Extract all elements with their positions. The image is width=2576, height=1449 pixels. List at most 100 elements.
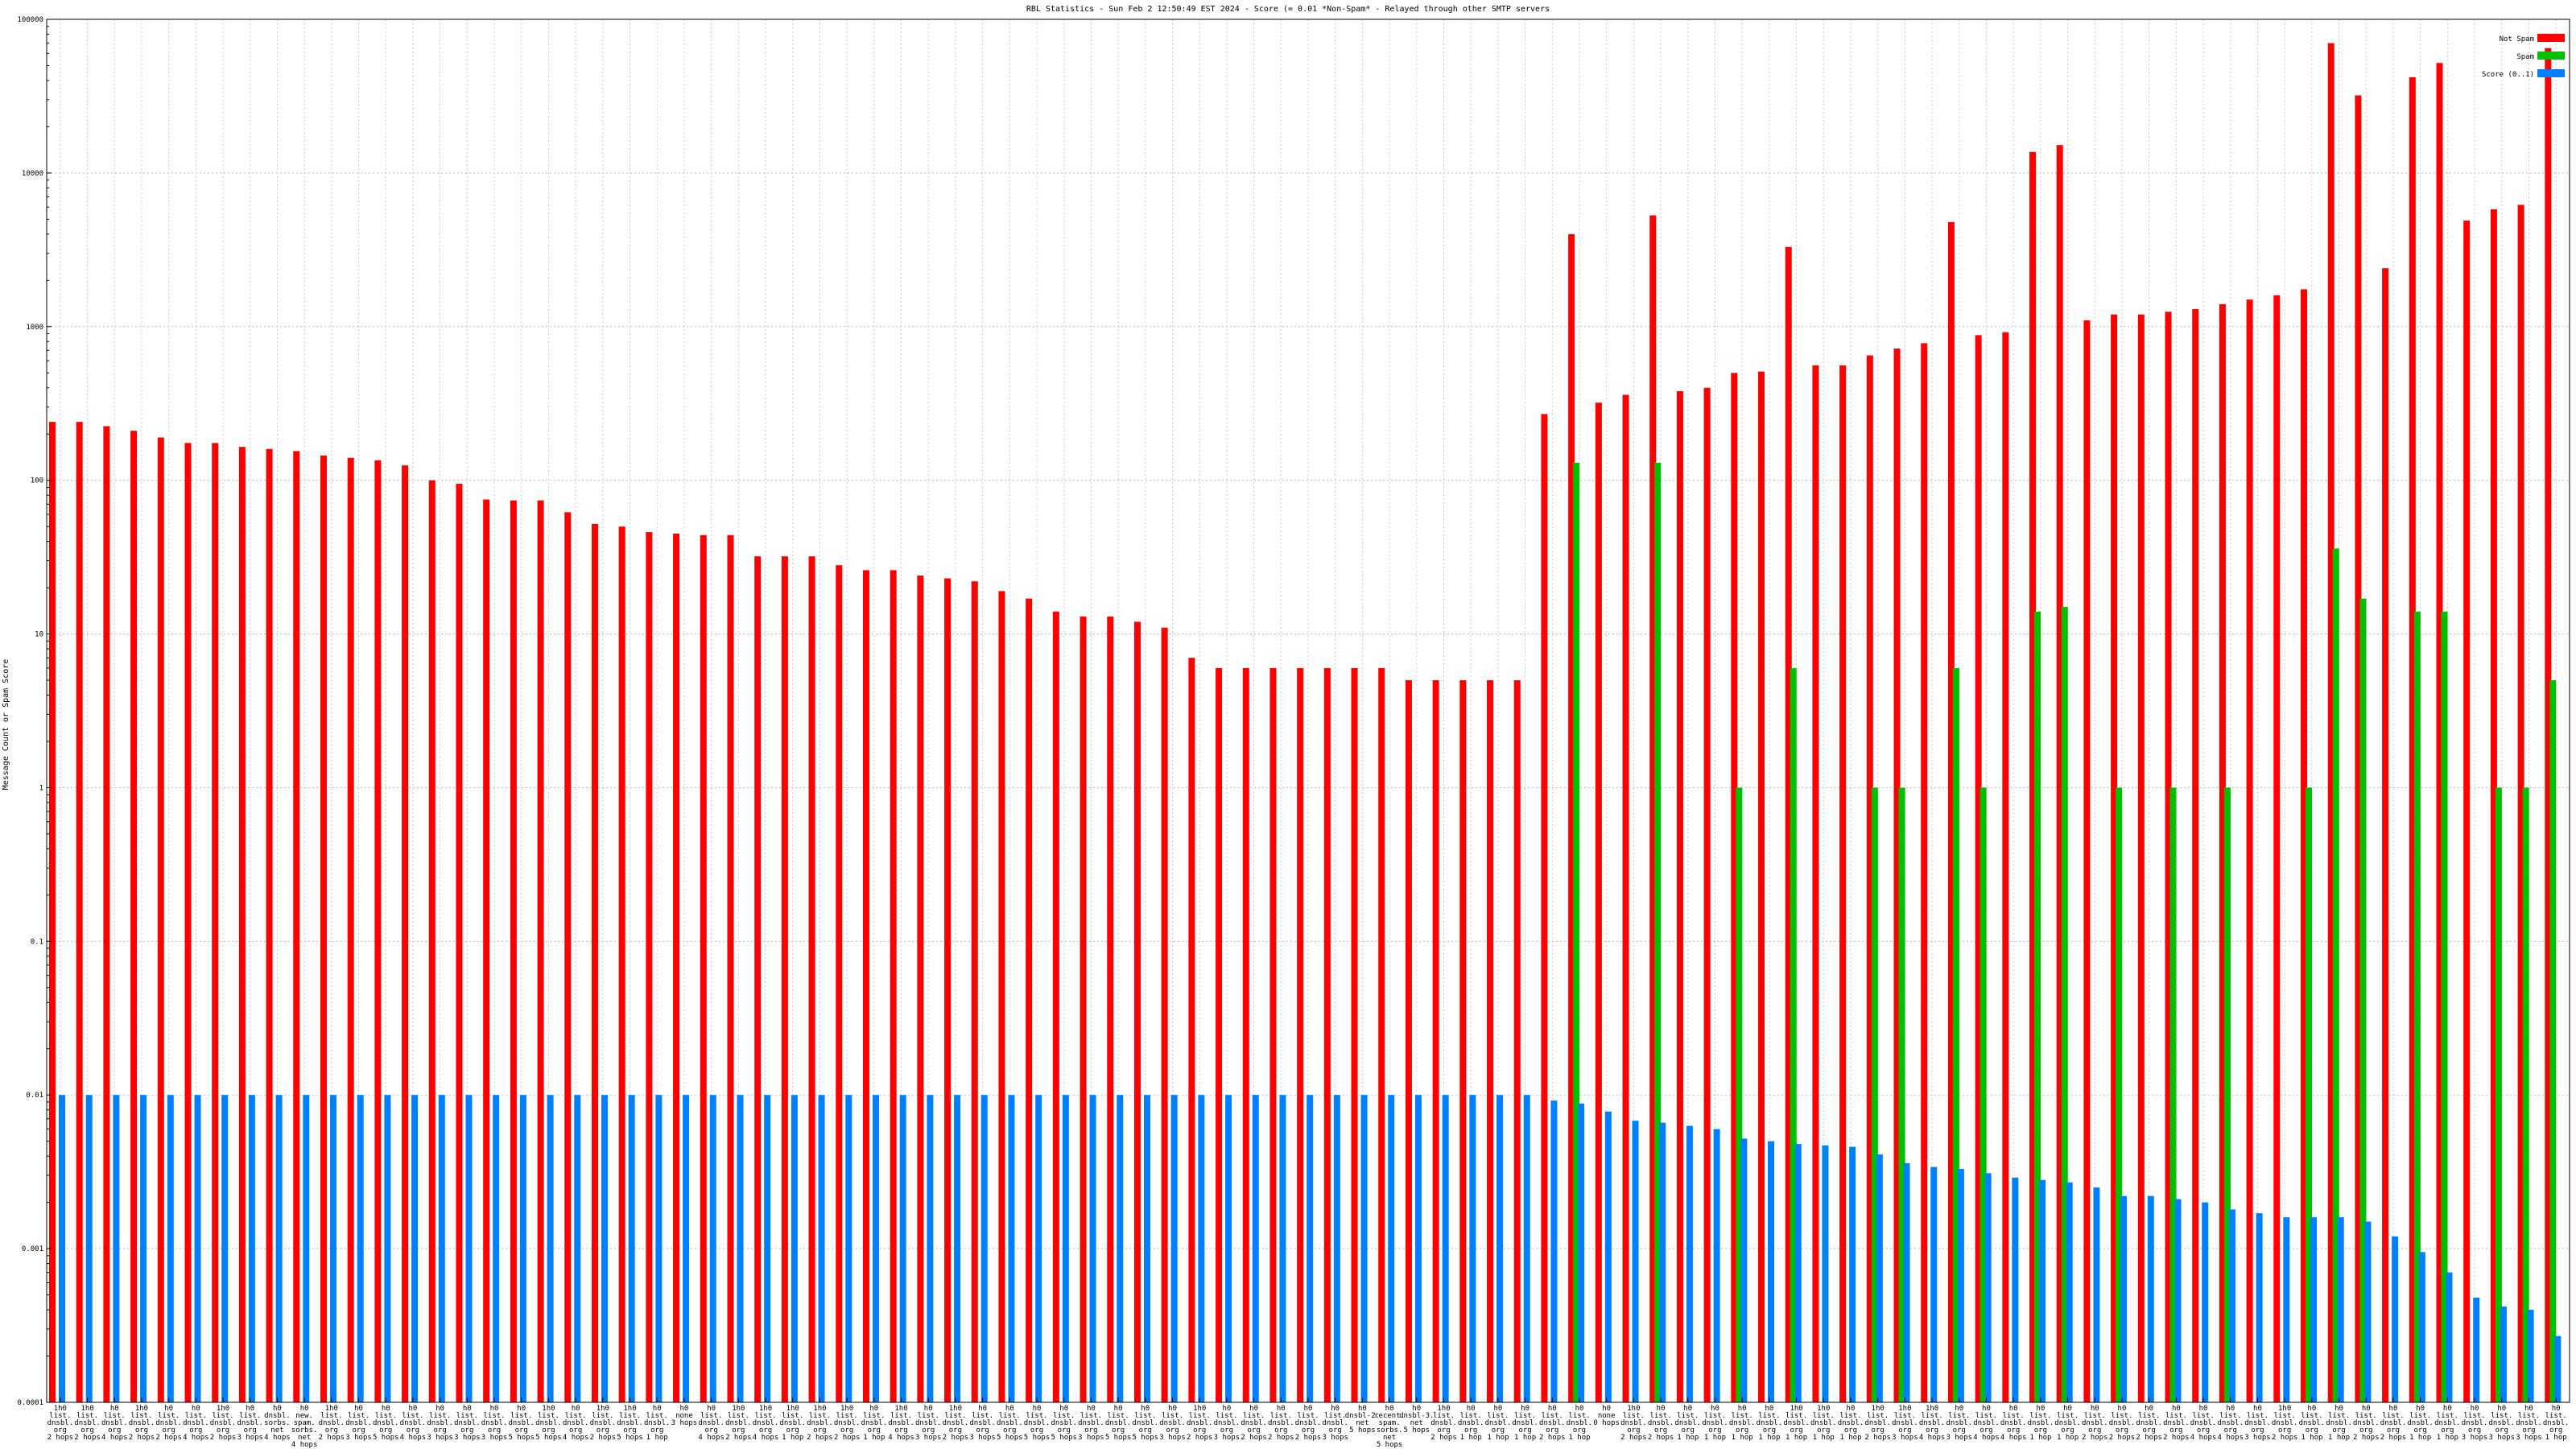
not-spam-bar — [1513, 680, 1521, 1402]
not-spam-bar — [564, 512, 572, 1402]
x-tick-label-line: list. — [1948, 1412, 1970, 1420]
x-tick-label-line: dnsbl. — [590, 1419, 617, 1427]
x-tick-label-line: 1 hop — [1813, 1434, 1835, 1442]
x-tick-label-line: dnsbl. — [373, 1419, 399, 1427]
x-tick-label-line: 4 hops — [1919, 1434, 1946, 1442]
x-tick-label-line: h0 — [1304, 1405, 1313, 1413]
x-tick-label: 1h0 list. dnsbl. org 2 hops — [725, 1405, 752, 1442]
not-spam-bar — [2355, 95, 2362, 1402]
x-tick-label-line: list. — [1867, 1412, 1889, 1420]
not-spam-bar — [1568, 233, 1575, 1403]
x-tick-label-line: 3 hops — [345, 1434, 372, 1442]
x-tick-label: h0 list. dnsbl. org 3 hops — [454, 1405, 481, 1442]
not-spam-bar — [184, 443, 192, 1402]
x-tick-label-line: h0 — [2471, 1405, 2479, 1413]
x-tick-label-line: list. — [2165, 1412, 2187, 1420]
x-tick-label-line: list. — [239, 1412, 261, 1420]
not-spam-bar — [1703, 387, 1711, 1402]
x-tick-label-line: org — [1627, 1426, 1640, 1435]
x-tick-label: h0 list. dnsbl. org 3 hops — [915, 1405, 942, 1442]
x-tick-label-line: org — [1736, 1426, 1748, 1435]
x-tick-label-line: org — [1518, 1426, 1531, 1435]
not-spam-bar — [374, 460, 382, 1403]
x-tick-label-line: 1h0 — [1872, 1405, 1885, 1413]
x-tick-label-line: h0 — [1711, 1405, 1719, 1413]
not-spam-bar — [1947, 221, 1955, 1403]
score-bar — [329, 1095, 336, 1402]
x-tick-label-line: dnsbl. — [888, 1419, 914, 1427]
x-tick-label-line: 1 hop — [1568, 1434, 1590, 1442]
x-tick-label-line: dnsbl. — [101, 1419, 128, 1427]
spam-bar — [2306, 787, 2313, 1402]
x-tick-label: h0 list. dnsbl. org 1 hop — [644, 1405, 671, 1442]
x-tick-label-line: 5 hops — [617, 1434, 643, 1442]
x-tick-label: h0 list. dnsbl. org 4 hops — [2218, 1405, 2244, 1442]
x-tick-label-line: dnsbl. — [210, 1419, 237, 1427]
x-tick-label: h0 list. dnsbl. org 2 hops — [2136, 1405, 2162, 1442]
x-tick-label-line: org — [542, 1426, 555, 1435]
x-tick-label: h0 list. dnsbl. org 1 hop — [1458, 1405, 1484, 1442]
not-spam-bar — [1731, 373, 1738, 1402]
x-tick-label: 1h0 list. dnsbl. org 2 hops — [590, 1405, 617, 1442]
y-tick-label: 100000 — [17, 16, 43, 24]
score-bar — [655, 1095, 663, 1402]
x-tick-label-line: h0 — [164, 1405, 173, 1413]
x-tick-label-line: h0 — [1358, 1405, 1367, 1413]
x-tick-label-line: list. — [49, 1412, 71, 1420]
x-tick-label-line: 1 hop — [1487, 1434, 1509, 1442]
x-tick-label-line: net — [1410, 1419, 1423, 1427]
x-tick-label-line: dnsbl. — [1078, 1419, 1104, 1427]
x-tick-label-line: org — [1437, 1426, 1450, 1435]
not-spam-bar — [1866, 355, 1873, 1403]
x-tick-label-line: h0 — [2172, 1405, 2181, 1413]
x-tick-label-line: h0 — [1982, 1405, 1991, 1413]
x-tick-label-line: 5 hops — [1105, 1434, 1132, 1442]
x-tick-label-line: h0 — [869, 1405, 878, 1413]
score-bar — [1414, 1095, 1422, 1402]
x-tick-label-line: net — [298, 1434, 311, 1442]
x-tick-label-line: 5 hops — [1404, 1426, 1430, 1435]
x-tick-label-line: 2 hops — [1241, 1434, 1267, 1442]
x-tick-label-line: list. — [538, 1412, 559, 1420]
x-tick-label-line: list. — [2193, 1412, 2215, 1420]
x-tick-label-line: dnsbl. — [237, 1419, 263, 1427]
x-tick-label-line: list. — [1433, 1412, 1455, 1420]
x-tick-label: h0 list. dnsbl. org 1 hop — [1838, 1405, 1864, 1442]
x-tick-label-line: h0 — [1955, 1405, 1963, 1413]
x-tick-label-line: h0 — [1005, 1405, 1014, 1413]
not-spam-bar — [266, 448, 273, 1403]
x-tick-label-line: net — [1356, 1419, 1368, 1427]
x-tick-label-line: list. — [1270, 1412, 1292, 1420]
x-tick-label-line: org — [786, 1426, 799, 1435]
x-tick-label-line: h0 — [1277, 1405, 1286, 1413]
x-tick-label-line: 2 hops — [2082, 1434, 2108, 1442]
not-spam-bar — [1622, 394, 1629, 1402]
x-tick-label: 1h0 list. dnsbl. org 5 hops — [535, 1405, 562, 1442]
x-tick-label-line: org — [1979, 1426, 1992, 1435]
not-spam-bar — [293, 451, 300, 1402]
x-tick-label-line: 1h0 — [325, 1405, 338, 1413]
y-tick-label: 1000 — [26, 324, 43, 332]
x-tick-label: h0 list. dnsbl. org 1 hop — [2543, 1405, 2570, 1442]
score-bar — [1849, 1146, 1856, 1402]
x-tick-label-line: 3 hops — [2516, 1434, 2542, 1442]
x-tick-label-line: 1h0 — [623, 1405, 636, 1413]
spam-bar — [2034, 611, 2041, 1402]
x-tick-label-line: org — [352, 1426, 365, 1435]
x-tick-label-line: org — [244, 1426, 257, 1435]
x-tick-label-line: dnsbl. — [2543, 1419, 2570, 1427]
spam-bar — [1654, 462, 1662, 1402]
x-tick-label-line: 3 hops — [237, 1434, 263, 1442]
x-tick-label-line: dnsbl. — [1783, 1419, 1810, 1427]
bars-layer — [49, 43, 2562, 1403]
score-bar — [411, 1095, 419, 1402]
x-tick-label-line: new. — [295, 1412, 313, 1420]
not-spam-bar — [402, 465, 409, 1402]
x-tick-label-line: dnsbl. — [2407, 1419, 2434, 1427]
x-tick-label-line: 3 hops — [1946, 1434, 1973, 1442]
x-tick-label: 1h0 list. dnsbl. org 2 hops — [1187, 1405, 1213, 1442]
x-tick-label-line: list. — [429, 1412, 451, 1420]
x-tick-label-line: 3 hops — [454, 1434, 481, 1442]
x-tick-label-line: org — [515, 1426, 528, 1435]
score-bar — [1035, 1095, 1042, 1402]
